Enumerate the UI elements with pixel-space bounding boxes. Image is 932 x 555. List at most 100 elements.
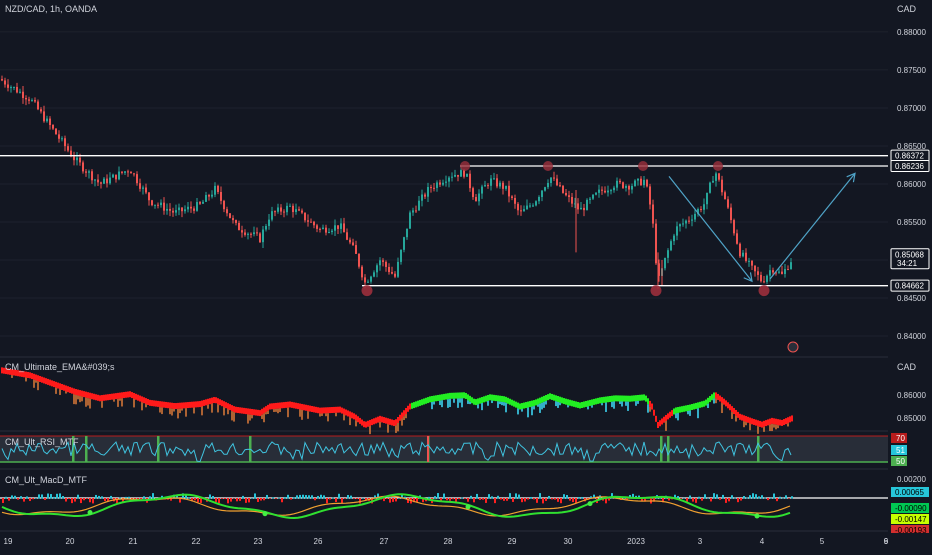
resistance-touch-marker [460, 161, 470, 172]
resistance-touch-marker [713, 161, 723, 172]
macd-histogram-bar [407, 498, 409, 503]
macd-histogram-bar [680, 498, 682, 499]
macd-histogram-bar [191, 498, 193, 502]
candle-body [778, 271, 780, 273]
candle-body [559, 185, 561, 187]
macd-histogram-bar [749, 495, 751, 499]
macd-histogram-bar [275, 498, 277, 499]
macd-histogram-bar [773, 493, 775, 499]
macd-histogram-bar [212, 495, 214, 499]
price-tick-label: 0.85500 [897, 218, 926, 227]
macd-histogram-bar [263, 498, 265, 501]
candle-body [334, 225, 336, 231]
candle-body [58, 134, 60, 139]
candle-body [787, 269, 789, 271]
candle-body [388, 266, 390, 273]
macd-histogram-bar [473, 498, 475, 503]
candle-body [214, 185, 216, 195]
candle-body [484, 185, 486, 187]
candle-body [112, 174, 114, 178]
candle-body [319, 228, 321, 230]
macd-histogram-bar [308, 495, 310, 499]
candle-body [376, 265, 378, 273]
candle-body [97, 179, 99, 183]
candle-body [94, 179, 96, 181]
macd-histogram-bar [161, 495, 163, 499]
macd-histogram-bar [11, 495, 13, 499]
candle-body [775, 272, 777, 274]
candle-body [697, 209, 699, 214]
macd-histogram-bar [689, 495, 691, 499]
candle-body [52, 124, 54, 129]
macd-histogram-bar [170, 498, 172, 501]
macd-histogram-bar [398, 497, 400, 499]
macd-histogram-bar [443, 493, 445, 499]
candle-body [694, 213, 696, 220]
macd-histogram-bar [770, 497, 772, 499]
rsi-signal-bar [667, 436, 670, 462]
macd-histogram-bar [86, 498, 88, 499]
candle-body [298, 209, 300, 211]
macd-histogram-bar [740, 498, 742, 501]
macd-histogram-bar [497, 495, 499, 499]
candle-body [103, 178, 105, 184]
candle-body [382, 260, 384, 262]
macd-histogram-bar [353, 498, 355, 499]
macd-histogram-bar [743, 495, 745, 499]
candle-body [139, 183, 141, 189]
macd-histogram-bar [209, 494, 211, 499]
macd-histogram-bar [533, 498, 535, 500]
macd-histogram-bar [626, 498, 628, 500]
macd-histogram-bar [746, 497, 748, 499]
macd-histogram-bar [149, 496, 151, 499]
macd-histogram-bar [518, 494, 520, 499]
candle-body [442, 182, 444, 185]
candle-body [613, 187, 615, 191]
price-axis-bg [888, 0, 932, 550]
time-tick-label: 30 [564, 537, 573, 546]
candle-body [514, 198, 516, 204]
candle-body [160, 202, 162, 206]
macd-histogram-bar [305, 495, 307, 499]
candle-body [421, 194, 423, 201]
macd-histogram-bar [53, 496, 55, 499]
candle-body [409, 212, 411, 229]
macd-histogram-bar [194, 498, 196, 501]
macd-histogram-bar [5, 496, 7, 499]
candle-body [82, 162, 84, 172]
candle-body [79, 157, 81, 163]
macd-histogram-bar [557, 498, 559, 502]
candle-body [535, 201, 537, 206]
candle-body [286, 205, 288, 213]
candle-body [508, 185, 510, 197]
macd-histogram-bar [110, 495, 112, 499]
macd-histogram-bar [758, 496, 760, 499]
candle-body [289, 205, 291, 207]
macd-cross-dot [262, 511, 268, 517]
candles [1, 75, 792, 289]
candle-body [265, 225, 267, 230]
macd-histogram-bar [539, 493, 541, 499]
candle-body [232, 218, 234, 221]
macd-histogram-bar [704, 494, 706, 499]
candle-body [760, 274, 762, 282]
macd-histogram-bar [122, 498, 124, 503]
rsi-pane-title: CM_Ult_RSI_MTF [5, 437, 79, 447]
candle-body [718, 173, 720, 180]
candle-body [727, 199, 729, 208]
macd-histogram-bar [530, 496, 532, 499]
candle-body [397, 261, 399, 277]
candle-body [580, 207, 582, 210]
macd-histogram-bar [74, 498, 76, 502]
macd-histogram-bar [197, 498, 199, 503]
macd-histogram-bar [35, 497, 37, 499]
candle-body [517, 203, 519, 211]
candle-body [547, 182, 549, 188]
macd-histogram-bar [458, 498, 460, 500]
macd-histogram-bar [2, 498, 4, 503]
price-tick-label: 0.88000 [897, 28, 926, 37]
macd-histogram-bar [83, 498, 85, 501]
price-badge-label: 0.86372 [895, 152, 924, 161]
